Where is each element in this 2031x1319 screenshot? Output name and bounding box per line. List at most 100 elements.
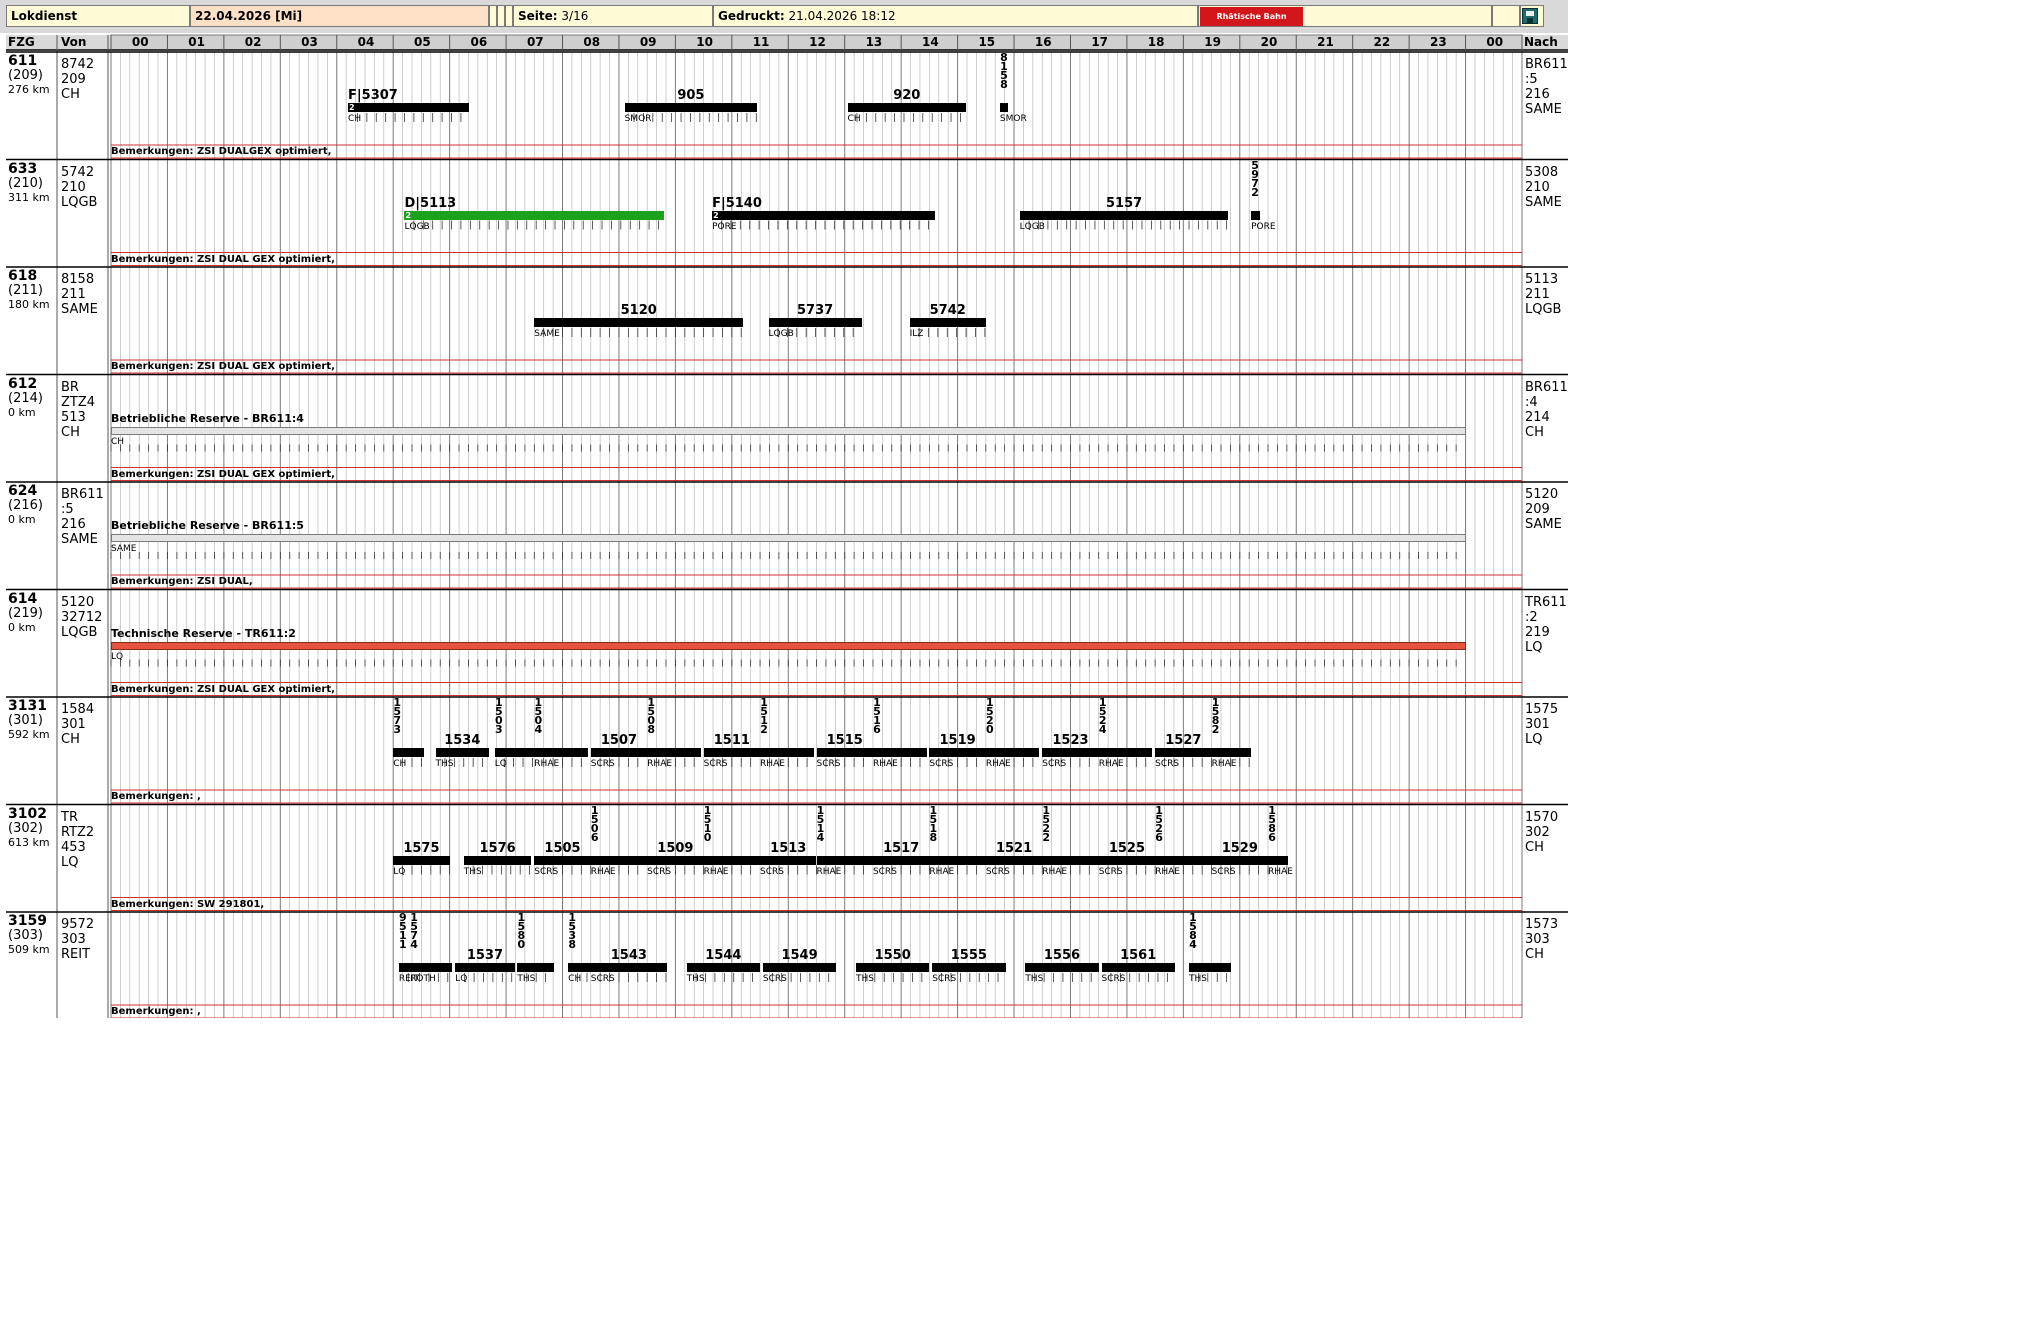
station-label: LQ (111, 651, 124, 662)
train-bar[interactable] (1098, 855, 1156, 865)
train-bar[interactable] (909, 318, 986, 327)
train-bar[interactable] (816, 855, 873, 865)
train-digit: 1 (873, 714, 881, 727)
station-label: RHAE (760, 759, 785, 769)
train-bar[interactable] (929, 748, 986, 757)
remark: Bemerkungen: ZSI DUAL GEX optimiert, (111, 253, 335, 265)
train-bar[interactable] (712, 210, 936, 220)
train-digit: 5 (873, 705, 881, 718)
train-number: 1523 (1052, 733, 1089, 748)
to-line: 303 (1525, 932, 1550, 947)
train-bar[interactable] (568, 963, 591, 972)
train-bar[interactable] (816, 748, 873, 757)
station-label: SCRS (534, 866, 559, 877)
station-label: ROTH (410, 974, 436, 984)
train-bar[interactable] (463, 855, 532, 865)
reserve-bar[interactable] (111, 534, 1466, 542)
train-bar[interactable] (856, 963, 930, 972)
train-bar[interactable] (1025, 963, 1099, 972)
train-number: 1556 (1043, 948, 1081, 963)
train-bar[interactable] (398, 963, 411, 972)
train-bar[interactable] (1268, 855, 1288, 865)
train-bar[interactable] (590, 748, 648, 757)
train-bar[interactable] (1211, 748, 1252, 757)
train-digit: 5 (1098, 705, 1107, 718)
train-bar[interactable] (872, 748, 927, 757)
train-bar[interactable] (410, 963, 453, 972)
reserve-bar[interactable] (111, 641, 1466, 650)
to-line: 5113 (1525, 272, 1559, 287)
train-bar[interactable] (1155, 748, 1212, 757)
station-label: SCRS (1155, 759, 1180, 769)
train-bar[interactable] (847, 103, 967, 112)
train-bar[interactable] (768, 318, 862, 327)
from-line: TR (61, 809, 78, 825)
train-bar[interactable] (703, 855, 761, 865)
train-bar[interactable] (999, 103, 1009, 112)
train-digit: 8 (929, 830, 938, 844)
train-bar[interactable] (1042, 748, 1099, 757)
train-bar[interactable] (932, 963, 1006, 972)
train-bar[interactable] (1251, 210, 1260, 220)
train-bar[interactable] (1042, 855, 1099, 865)
train-bar[interactable] (534, 318, 744, 327)
remark: Bemerkungen: ZSI DUAL, (111, 576, 253, 587)
train-badge: 2 (713, 210, 719, 220)
train-bar[interactable] (435, 748, 490, 757)
train-bar[interactable] (1189, 963, 1232, 972)
vehicle-roster: (302) (8, 820, 43, 836)
train-bar[interactable] (647, 748, 701, 757)
train-bar[interactable] (624, 103, 758, 112)
train-bar[interactable] (872, 855, 930, 865)
hour-label: 22 (1373, 35, 1391, 49)
train-bar[interactable] (762, 963, 837, 972)
train-bar[interactable] (985, 748, 1040, 757)
train-bar[interactable] (647, 855, 704, 865)
train-bar[interactable] (590, 963, 667, 972)
train-bar[interactable] (455, 963, 515, 972)
train-bar[interactable] (404, 210, 665, 220)
train-number: D|5113 (404, 195, 457, 211)
date-field[interactable]: 22.04.2026 [Mi] (190, 5, 489, 27)
from-line: RTZ2 (61, 824, 95, 840)
from-info: 5742 210 LQGB (61, 165, 97, 210)
station-label: SCRS (1211, 866, 1236, 877)
train-bar[interactable] (534, 748, 588, 757)
train-bar[interactable] (590, 855, 648, 865)
train-bar[interactable] (985, 855, 1043, 865)
train-digit: 9 (399, 911, 407, 924)
reserve-bar[interactable] (111, 426, 1466, 435)
station-label: SCRS (1098, 866, 1123, 877)
train-bar[interactable] (760, 748, 814, 757)
train-bar[interactable] (494, 748, 535, 757)
to-line: BR611 (1525, 379, 1568, 395)
train-bar[interactable] (686, 963, 761, 972)
train-digit: 1 (985, 696, 994, 709)
train-digit: 4 (410, 938, 418, 951)
train-bar[interactable] (517, 963, 555, 972)
train-digit: 1 (703, 803, 712, 817)
train-bar[interactable] (534, 855, 591, 865)
train-bar[interactable] (393, 855, 450, 865)
train-bar[interactable] (929, 855, 986, 865)
train-bar[interactable] (1098, 748, 1153, 757)
from-line: 211 (61, 287, 86, 302)
to-line: :4 (1525, 394, 1538, 410)
page-indicator: Seite: 3/16 (513, 5, 713, 27)
train-bar[interactable] (1211, 855, 1269, 865)
train-bar[interactable] (760, 855, 817, 865)
train-digit: 3 (568, 929, 576, 942)
from-line: REIT (61, 947, 91, 962)
train-bar[interactable] (348, 103, 470, 112)
station-label: LQ (494, 759, 507, 769)
train-bar[interactable] (1155, 855, 1212, 865)
train-bar[interactable] (1019, 210, 1229, 220)
train-bar[interactable] (393, 748, 425, 757)
train-bar[interactable] (1101, 963, 1175, 972)
train-bar[interactable] (703, 748, 761, 757)
station-label: THS (686, 974, 705, 984)
save-icon[interactable] (1522, 8, 1538, 24)
train-digit: 8 (1000, 51, 1008, 64)
